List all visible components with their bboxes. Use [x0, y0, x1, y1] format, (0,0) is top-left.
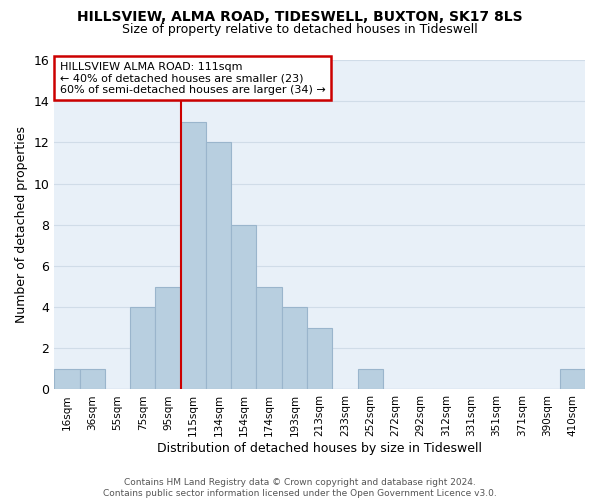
Bar [256, 286, 282, 390]
Bar [307, 328, 332, 390]
Text: HILLSVIEW ALMA ROAD: 111sqm
← 40% of detached houses are smaller (23)
60% of sem: HILLSVIEW ALMA ROAD: 111sqm ← 40% of det… [59, 62, 325, 95]
Bar [231, 224, 256, 390]
Bar [282, 307, 307, 390]
Text: Contains HM Land Registry data © Crown copyright and database right 2024.
Contai: Contains HM Land Registry data © Crown c… [103, 478, 497, 498]
Bar [54, 369, 80, 390]
Y-axis label: Number of detached properties: Number of detached properties [15, 126, 28, 323]
Bar [206, 142, 231, 390]
Text: HILLSVIEW, ALMA ROAD, TIDESWELL, BUXTON, SK17 8LS: HILLSVIEW, ALMA ROAD, TIDESWELL, BUXTON,… [77, 10, 523, 24]
Bar [358, 369, 383, 390]
Bar [560, 369, 585, 390]
Bar [80, 369, 105, 390]
Bar [155, 286, 181, 390]
Bar [181, 122, 206, 390]
Bar [130, 307, 155, 390]
X-axis label: Distribution of detached houses by size in Tideswell: Distribution of detached houses by size … [157, 442, 482, 455]
Text: Size of property relative to detached houses in Tideswell: Size of property relative to detached ho… [122, 22, 478, 36]
